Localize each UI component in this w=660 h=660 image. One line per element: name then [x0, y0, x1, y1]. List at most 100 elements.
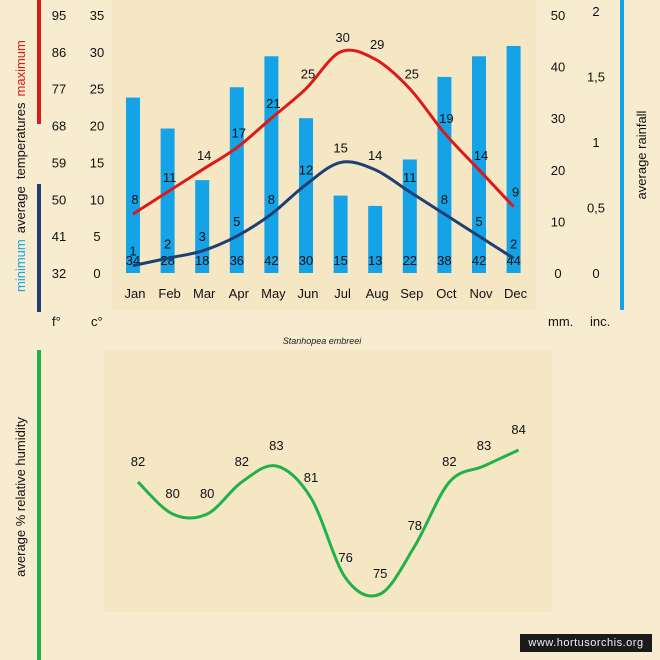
- min-temp-value-label: 2: [164, 236, 171, 251]
- celsius-axis: 0 5 10 15 20 25 30 35: [90, 8, 104, 281]
- humidity-axis-title: average % relative humidity: [13, 417, 28, 577]
- humidity-line: [136, 448, 520, 598]
- min-temp-value-label: 8: [268, 192, 275, 207]
- mm-tick-label: 50: [551, 8, 565, 23]
- celsius-unit: c°: [91, 314, 103, 329]
- watermark: www.hortusorchis.org: [520, 634, 652, 652]
- month-tick-label: Jul: [334, 286, 351, 301]
- month-tick-label: May: [261, 286, 286, 301]
- rainfall-bar: [472, 56, 486, 273]
- min-temp-value-label: 11: [403, 170, 417, 185]
- celsius-tick-label: 15: [90, 155, 104, 170]
- rainfall-bar: [160, 128, 175, 273]
- mm-tick-label: 40: [551, 60, 565, 75]
- month-tick-label: Jan: [125, 286, 146, 301]
- month-tick-label: Sep: [400, 286, 423, 301]
- rainfall-bar: [299, 118, 313, 273]
- min-temp-value-label: 5: [475, 214, 482, 229]
- celsius-tick-label: 0: [93, 266, 100, 281]
- humidity-value-label: 83: [477, 438, 491, 453]
- month-tick-label: Mar: [193, 286, 216, 301]
- maximum-label: maximum: [13, 40, 28, 96]
- temperature-axis-title: minimum average temperatures maximum: [13, 40, 28, 292]
- fahrenheit-unit: f°: [52, 314, 61, 329]
- humidity-value-label: 82: [235, 454, 249, 469]
- average-temperatures-label: average temperatures: [13, 102, 28, 233]
- rainfall-value-label: 38: [437, 253, 451, 268]
- mm-axis: 0 10 20 30 40 50: [551, 8, 565, 281]
- mm-tick-label: 10: [551, 214, 565, 229]
- min-temp-value-label: 5: [233, 214, 240, 229]
- min-temp-line: [132, 160, 515, 268]
- inches-axis: 0 0,5 1 1,5 2: [587, 4, 605, 281]
- humidity-series: 82 80 80 82 83 81 76 75 78 82 83 84: [131, 422, 526, 598]
- inches-tick-label: 0: [592, 266, 599, 281]
- fahrenheit-axis: 32 41 50 59 68 77 86 95: [52, 8, 66, 281]
- mm-tick-label: 30: [551, 111, 565, 126]
- min-temp-value-label: 15: [333, 140, 347, 155]
- fahrenheit-tick-label: 59: [52, 155, 66, 170]
- humidity-value-label: 84: [511, 422, 525, 437]
- mm-unit: mm.: [548, 314, 573, 329]
- month-tick-label: Oct: [436, 286, 457, 301]
- humidity-value-label: 81: [304, 470, 318, 485]
- month-tick-label: Dec: [504, 286, 528, 301]
- celsius-tick-label: 25: [90, 82, 104, 97]
- rainfall-value-label: 13: [368, 253, 382, 268]
- rainfall-bar: [368, 205, 383, 273]
- max-temp-value-label: 14: [474, 148, 488, 163]
- max-temp-value-label: 25: [301, 67, 315, 82]
- max-temp-value-label: 21: [266, 96, 280, 111]
- mm-tick-label: 0: [554, 266, 561, 281]
- max-temp-value-label: 11: [163, 170, 177, 185]
- fahrenheit-tick-label: 50: [52, 192, 66, 207]
- fahrenheit-tick-label: 41: [52, 229, 66, 244]
- humidity-value-label: 75: [373, 566, 387, 581]
- min-temp-value-label: 1: [129, 244, 136, 259]
- month-tick-label: Feb: [158, 286, 180, 301]
- fahrenheit-tick-label: 77: [52, 82, 66, 97]
- celsius-tick-label: 5: [93, 229, 100, 244]
- max-temp-line: [132, 48, 515, 216]
- min-temp-value-label: 14: [368, 148, 382, 163]
- max-temp-value-label: 14: [197, 148, 211, 163]
- rainfall-bar: [437, 76, 452, 273]
- rainfall-bars: 34 28 18 36 42 30 15 13 22 38 42 44: [126, 45, 521, 274]
- rainfall-bar: [506, 45, 521, 274]
- rainfall-value-label: 15: [333, 253, 347, 268]
- fahrenheit-tick-label: 95: [52, 8, 66, 23]
- rainfall-value-label: 36: [230, 253, 244, 268]
- month-tick-label: Nov: [469, 286, 493, 301]
- rainfall-value-label: 30: [299, 253, 313, 268]
- inches-tick-label: 2: [592, 4, 599, 19]
- humidity-value-label: 83: [269, 438, 283, 453]
- rainfall-value-label: 42: [472, 253, 486, 268]
- celsius-tick-label: 10: [90, 192, 104, 207]
- humidity-value-label: 80: [165, 486, 179, 501]
- rainfall-value-label: 18: [195, 253, 209, 268]
- minimum-label: minimum: [13, 239, 28, 292]
- max-temp-value-label: 25: [405, 67, 419, 82]
- max-temp-value-label: 29: [370, 37, 384, 52]
- min-temp-value-label: 8: [441, 192, 448, 207]
- rainfall-bar: [229, 87, 244, 274]
- min-temp-value-label: 2: [510, 236, 517, 251]
- celsius-tick-label: 20: [90, 119, 104, 134]
- max-temp-value-label: 19: [439, 111, 453, 126]
- mm-tick-label: 20: [551, 163, 565, 178]
- max-temp-value-label: 30: [335, 30, 349, 45]
- rainfall-bar: [333, 195, 348, 273]
- max-temp-value-label: 17: [232, 126, 246, 141]
- inches-tick-label: 0,5: [587, 200, 605, 215]
- inches-unit: inc.: [590, 314, 610, 329]
- rainfall-bar: [264, 56, 279, 273]
- month-axis: Jan Feb Mar Apr May Jun Jul Aug Sep Oct Nov Dec: [125, 286, 528, 301]
- max-temp-series: 8 11 14 17 21 25 30 29 25 19 14 9: [131, 30, 519, 216]
- fahrenheit-tick-label: 32: [52, 266, 66, 281]
- humidity-value-label: 78: [408, 518, 422, 533]
- fahrenheit-tick-label: 86: [52, 45, 66, 60]
- humidity-plot-area: [104, 350, 552, 612]
- rainfall-bar: [126, 97, 140, 273]
